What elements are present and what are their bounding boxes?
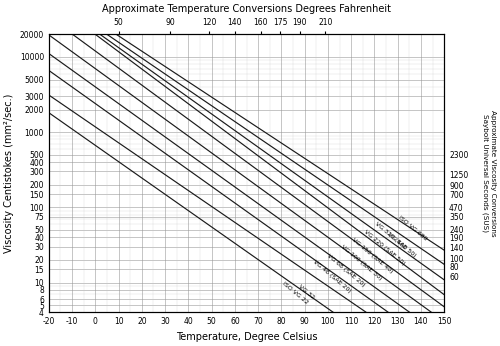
Y-axis label: Viscosity Centistokes (mm²/sec.): Viscosity Centistokes (mm²/sec.) [4, 94, 14, 253]
Text: ISO VG 22: ISO VG 22 [282, 281, 309, 305]
Text: VG 68 (SAE 20): VG 68 (SAE 20) [326, 253, 366, 288]
Text: ISO VG 680: ISO VG 680 [398, 215, 428, 242]
Text: VG 320 (SAE 50): VG 320 (SAE 50) [374, 221, 417, 258]
Text: VG 220 (SAE 50): VG 220 (SAE 50) [363, 229, 406, 266]
X-axis label: Temperature, Degree Celsius: Temperature, Degree Celsius [176, 332, 318, 342]
Y-axis label: Approximate Viscosity Conversions
Saybolt Universal Seconds (SUS): Approximate Viscosity Conversions Saybol… [482, 110, 496, 237]
Text: VG 150 (SAE 40): VG 150 (SAE 40) [351, 237, 394, 274]
Text: VG 46 (SAE 20): VG 46 (SAE 20) [312, 260, 352, 294]
Text: VG 460: VG 460 [386, 231, 407, 250]
Text: VG 100 (SAE 30): VG 100 (SAE 30) [340, 244, 382, 281]
Text: VG 32: VG 32 [298, 284, 316, 300]
X-axis label: Approximate Temperature Conversions Degrees Fahrenheit: Approximate Temperature Conversions Degr… [102, 4, 391, 14]
